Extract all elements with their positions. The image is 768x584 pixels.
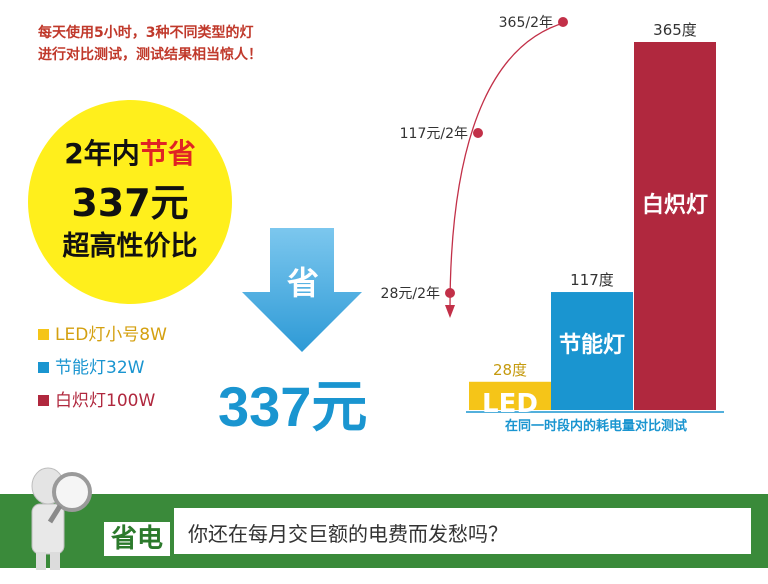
legend-item-led: LED灯小号8W [38, 320, 167, 345]
legend-label-incandescent: 白炽灯100W [55, 391, 156, 411]
highlight-amount: 337元 [71, 181, 189, 225]
legend-item-cfl: 节能灯32W [38, 353, 144, 378]
cost-label-incandescent: 365/2年 [499, 15, 553, 31]
chart-caption: 在同一时段内的耗电量对比测试 [505, 418, 687, 434]
bar-led [469, 381, 551, 410]
bar-category-label-incandescent: 白炽灯 [642, 192, 708, 218]
cost-label-led: 28元/2年 [381, 286, 440, 302]
cost-point-led [445, 288, 455, 298]
legend-swatch-cfl [38, 362, 49, 373]
intro-line-2: 进行对比测试，测试结果相当惊人！ [38, 47, 262, 63]
down-arrow-icon [242, 228, 362, 352]
banner-text: 你还在每月交巨额的电费而发愁吗？ [188, 522, 508, 546]
bar-value-label-cfl: 117度 [570, 271, 614, 289]
cost-curve-arrowhead-icon [445, 305, 455, 318]
cost-point-incandescent [558, 17, 568, 27]
legend-swatch-led [38, 329, 49, 340]
legend-label-cfl: 节能灯32W [55, 358, 145, 378]
legend-label-led: LED灯小号8W [55, 325, 167, 345]
cost-point-cfl [473, 128, 483, 138]
saved-amount: 337元 [218, 375, 368, 438]
arrow-label: 省 [286, 264, 319, 302]
cost-label-cfl: 117元/2年 [400, 126, 468, 142]
bar-category-label-led: LED [482, 389, 538, 419]
banner-badge: 省电 [104, 522, 170, 556]
savings-highlight-circle: 2年内节省 337元 超高性价比 [28, 100, 232, 304]
intro-line-1: 每天使用5小时，3种不同类型的灯 [38, 25, 254, 41]
magnifier-figure-icon [31, 467, 92, 570]
highlight-emph: 节省 [139, 137, 196, 170]
legend-swatch-incandescent [38, 395, 49, 406]
bar-cfl [551, 292, 633, 410]
cost-curve [449, 21, 568, 311]
bar-category-label-cfl: 节能灯 [559, 332, 625, 358]
bar-value-label-led: 28度 [493, 361, 527, 379]
bar-value-label-incandescent: 365度 [653, 21, 697, 39]
banner-text-box [174, 508, 751, 554]
bar-incandescent [634, 42, 716, 410]
intro-text: 每天使用5小时，3种不同类型的灯 进行对比测试，测试结果相当惊人！ [38, 22, 368, 66]
highlight-prefix: 2年内 [64, 137, 140, 170]
legend-item-incandescent: 白炽灯100W [38, 386, 155, 411]
highlight-tagline: 超高性价比 [62, 231, 198, 262]
